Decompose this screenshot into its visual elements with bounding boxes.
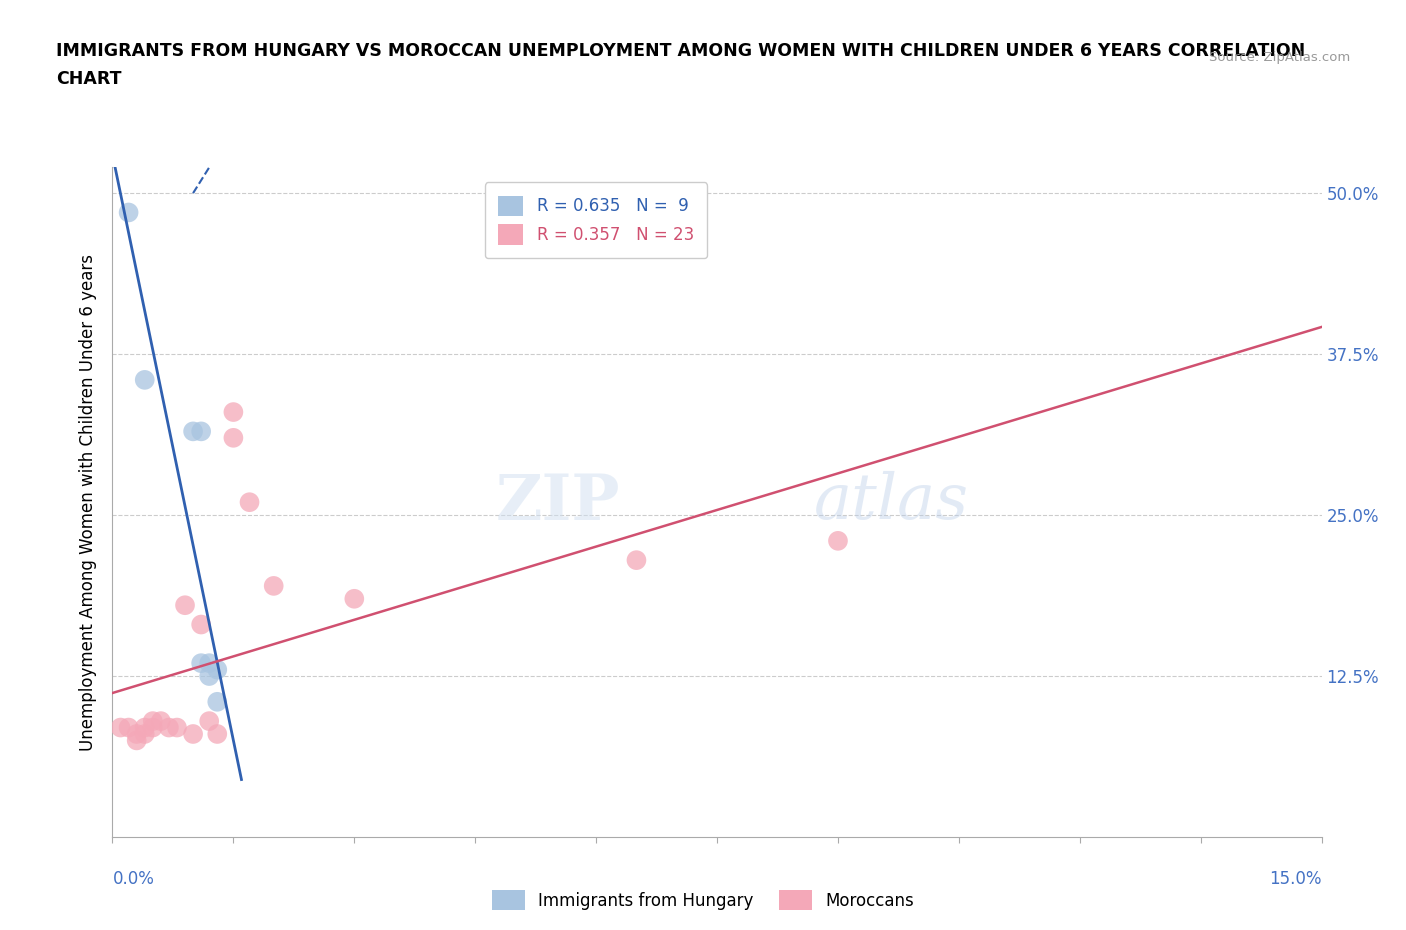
Point: [157, 720, 180, 735]
Point: [827, 534, 849, 549]
Point: [190, 424, 212, 439]
Text: IMMIGRANTS FROM HUNGARY VS MOROCCAN UNEMPLOYMENT AMONG WOMEN WITH CHILDREN UNDER: IMMIGRANTS FROM HUNGARY VS MOROCCAN UNEM…: [56, 42, 1306, 60]
Point: [263, 578, 285, 593]
Text: 15.0%: 15.0%: [1270, 870, 1322, 888]
Point: [174, 598, 197, 613]
Point: [166, 720, 188, 735]
Point: [181, 726, 204, 741]
Legend: Immigrants from Hungary, Moroccans: Immigrants from Hungary, Moroccans: [485, 884, 921, 917]
Point: [190, 618, 212, 632]
Point: [134, 372, 156, 387]
Text: 0.0%: 0.0%: [112, 870, 155, 888]
Point: [125, 726, 148, 741]
Point: [149, 713, 172, 728]
Point: [125, 733, 148, 748]
Point: [134, 726, 156, 741]
Point: [190, 656, 212, 671]
Point: [198, 669, 221, 684]
Point: [117, 720, 139, 735]
Point: [238, 495, 260, 510]
Text: atlas: atlas: [814, 472, 969, 533]
Point: [626, 552, 648, 567]
Point: [117, 205, 139, 219]
Point: [110, 720, 132, 735]
Point: [142, 720, 165, 735]
Point: [142, 713, 165, 728]
Point: [181, 424, 204, 439]
Point: [343, 591, 366, 606]
Point: [222, 431, 245, 445]
Text: ZIP: ZIP: [496, 472, 620, 533]
Text: Source: ZipAtlas.com: Source: ZipAtlas.com: [1209, 51, 1350, 64]
Y-axis label: Unemployment Among Women with Children Under 6 years: Unemployment Among Women with Children U…: [79, 254, 97, 751]
Point: [198, 656, 221, 671]
Point: [222, 405, 245, 419]
Point: [207, 695, 229, 710]
Point: [207, 726, 229, 741]
Point: [198, 713, 221, 728]
Point: [134, 720, 156, 735]
Point: [207, 662, 229, 677]
Legend: R = 0.635   N =  9, R = 0.357   N = 23: R = 0.635 N = 9, R = 0.357 N = 23: [485, 182, 707, 259]
Text: CHART: CHART: [56, 70, 122, 87]
